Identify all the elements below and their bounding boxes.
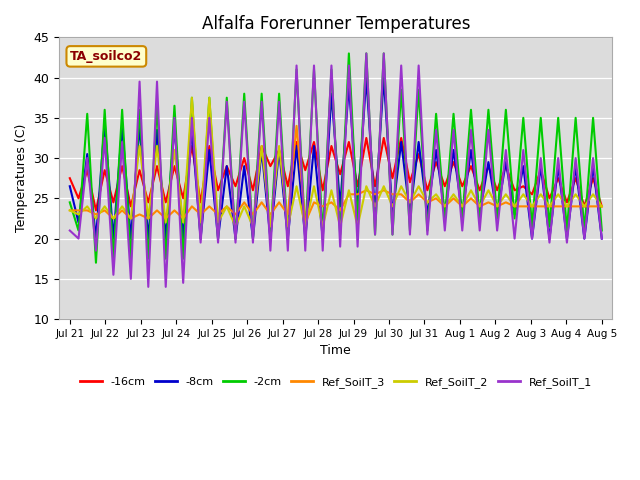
Text: TA_soilco2: TA_soilco2: [70, 50, 143, 63]
Legend: -16cm, -8cm, -2cm, Ref_SoilT_3, Ref_SoilT_2, Ref_SoilT_1: -16cm, -8cm, -2cm, Ref_SoilT_3, Ref_Soil…: [76, 372, 596, 392]
Y-axis label: Temperatures (C): Temperatures (C): [15, 124, 28, 232]
Title: Alfalfa Forerunner Temperatures: Alfalfa Forerunner Temperatures: [202, 15, 470, 33]
X-axis label: Time: Time: [321, 344, 351, 357]
